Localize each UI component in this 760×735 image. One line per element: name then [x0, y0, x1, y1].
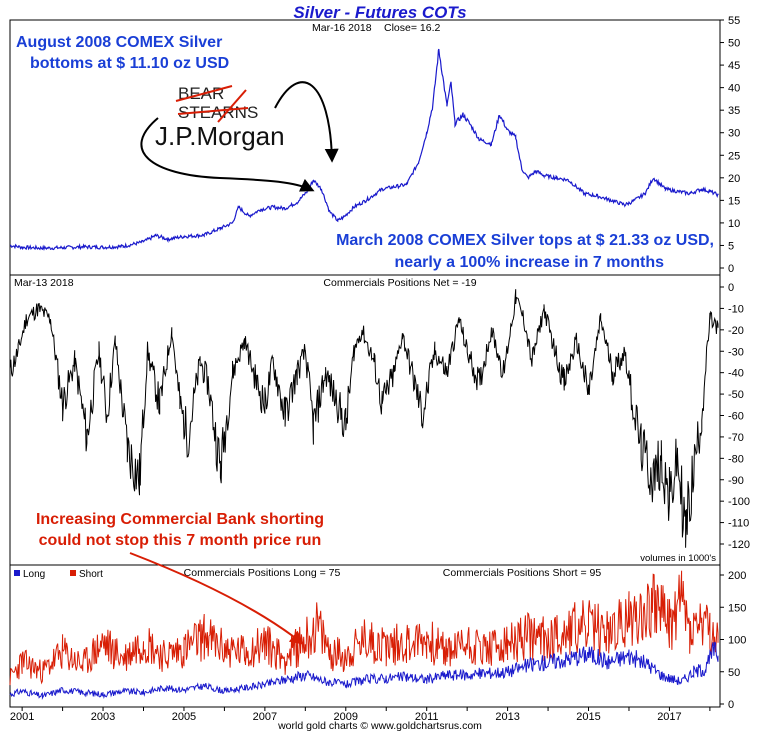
longshort-y-tick-label: 100 — [728, 635, 746, 647]
chart-title: Silver - Futures COTs — [293, 3, 466, 22]
net-y-tick-label: -100 — [728, 496, 750, 508]
price-y-tick-label: 15 — [728, 195, 740, 207]
strike-cross-stearns — [217, 89, 247, 123]
price-y-tick-label: 35 — [728, 105, 740, 117]
x-axis: 2001 2003 2005 2007 2009 2011 2013 2015 2017 — [10, 707, 711, 723]
price-y-tick-label: 25 — [728, 150, 740, 162]
x-tick-label: 2007 — [253, 711, 277, 723]
long-header: Commercials Positions Long = 75 — [184, 567, 341, 579]
net-y-tick-label: 0 — [728, 282, 734, 294]
price-y-tick-label: 30 — [728, 128, 740, 140]
net-header-date: Mar-13 2018 — [14, 277, 74, 289]
x-tick-label: 2017 — [657, 711, 681, 723]
longshort-panel-frame — [9, 564, 721, 708]
arrow-red — [129, 552, 305, 645]
net-y-tick-label: -50 — [728, 389, 744, 401]
price-y-axis: 0 5 10 15 20 25 30 35 40 45 50 55 — [720, 15, 740, 275]
silver-price-line — [9, 48, 719, 252]
net-y-tick-label: -30 — [728, 346, 744, 358]
volumes-note: volumes in 1000's — [640, 553, 716, 564]
strike-line-bear — [175, 85, 233, 102]
net-y-tick-label: -80 — [728, 453, 744, 465]
annotation-mar-line2: nearly a 100% increase in 7 months — [395, 254, 665, 271]
net-y-tick-label: -20 — [728, 325, 744, 337]
price-y-tick-label: 55 — [728, 15, 740, 27]
longshort-y-tick-label: 150 — [728, 602, 746, 614]
legend-long-swatch — [14, 570, 20, 576]
net-y-tick-label: -110 — [728, 518, 749, 530]
longshort-y-tick-label: 50 — [728, 667, 740, 679]
legend-short-label: Short — [79, 569, 103, 580]
price-header-close: Close= 16.2 — [384, 22, 440, 34]
price-y-tick-label: 45 — [728, 60, 740, 72]
x-tick-label: 2009 — [334, 711, 358, 723]
price-y-tick-label: 10 — [728, 218, 740, 230]
bank-logos: BEAR STEARNS J.P.Morgan — [155, 84, 285, 151]
x-tick-label: 2013 — [495, 711, 519, 723]
commercials-long-line — [9, 641, 719, 700]
price-header-date: Mar-16 2018 — [312, 22, 372, 34]
legend-short-swatch — [70, 570, 76, 576]
stearns-logo-text: STEARNS — [178, 103, 258, 122]
legend: Long Short — [14, 569, 103, 580]
jpmorgan-logo-text: J.P.Morgan — [155, 121, 285, 151]
legend-long-label: Long — [23, 569, 45, 580]
price-y-tick-label: 5 — [728, 240, 734, 252]
net-y-tick-label: -10 — [728, 303, 744, 315]
net-y-tick-label: -70 — [728, 432, 744, 444]
arrow-loop — [140, 117, 315, 192]
x-tick-label: 2005 — [172, 711, 196, 723]
longshort-y-tick-label: 200 — [728, 570, 746, 582]
annotation-mar-line1: March 2008 COMEX Silver tops at $ 21.33 … — [336, 232, 714, 249]
commercials-short-line — [9, 570, 719, 686]
commercials-net-line — [9, 289, 719, 548]
net-y-axis: 0 -10 -20 -30 -40 -50 -60 -70 -80 -90 -100 -110 -120 — [720, 282, 750, 551]
net-y-tick-label: -90 — [728, 475, 744, 487]
x-tick-label: 2011 — [415, 711, 439, 723]
annotation-shorting-line2: could not stop this 7 month price run — [39, 532, 322, 549]
strike-line-stearns — [177, 107, 249, 115]
net-y-tick-label: -120 — [728, 539, 750, 551]
x-tick-label: 2001 — [10, 711, 34, 723]
net-y-tick-label: -40 — [728, 368, 744, 380]
price-y-tick-label: 0 — [728, 263, 734, 275]
annotation-aug-line2: bottoms at $ 11.10 oz USD — [30, 55, 229, 72]
annotation-aug-line1: August 2008 COMEX Silver — [16, 34, 222, 51]
arrow-to-march-top — [274, 81, 339, 163]
net-header-title: Commercials Positions Net = -19 — [323, 277, 476, 289]
annotation-shorting-line1: Increasing Commercial Bank shorting — [36, 511, 324, 528]
short-header: Commercials Positions Short = 95 — [443, 567, 602, 579]
price-y-tick-label: 50 — [728, 38, 740, 50]
price-y-tick-label: 40 — [728, 83, 740, 95]
footer-credit: world gold charts © www.goldchartsrus.co… — [277, 720, 482, 732]
x-tick-label: 2015 — [576, 711, 600, 723]
longshort-y-axis: 0 50 100 150 200 — [720, 570, 746, 711]
x-tick-label: 2003 — [91, 711, 115, 723]
longshort-y-tick-label: 0 — [728, 699, 734, 711]
price-y-tick-label: 20 — [728, 173, 740, 185]
net-y-tick-label: -60 — [728, 411, 744, 423]
